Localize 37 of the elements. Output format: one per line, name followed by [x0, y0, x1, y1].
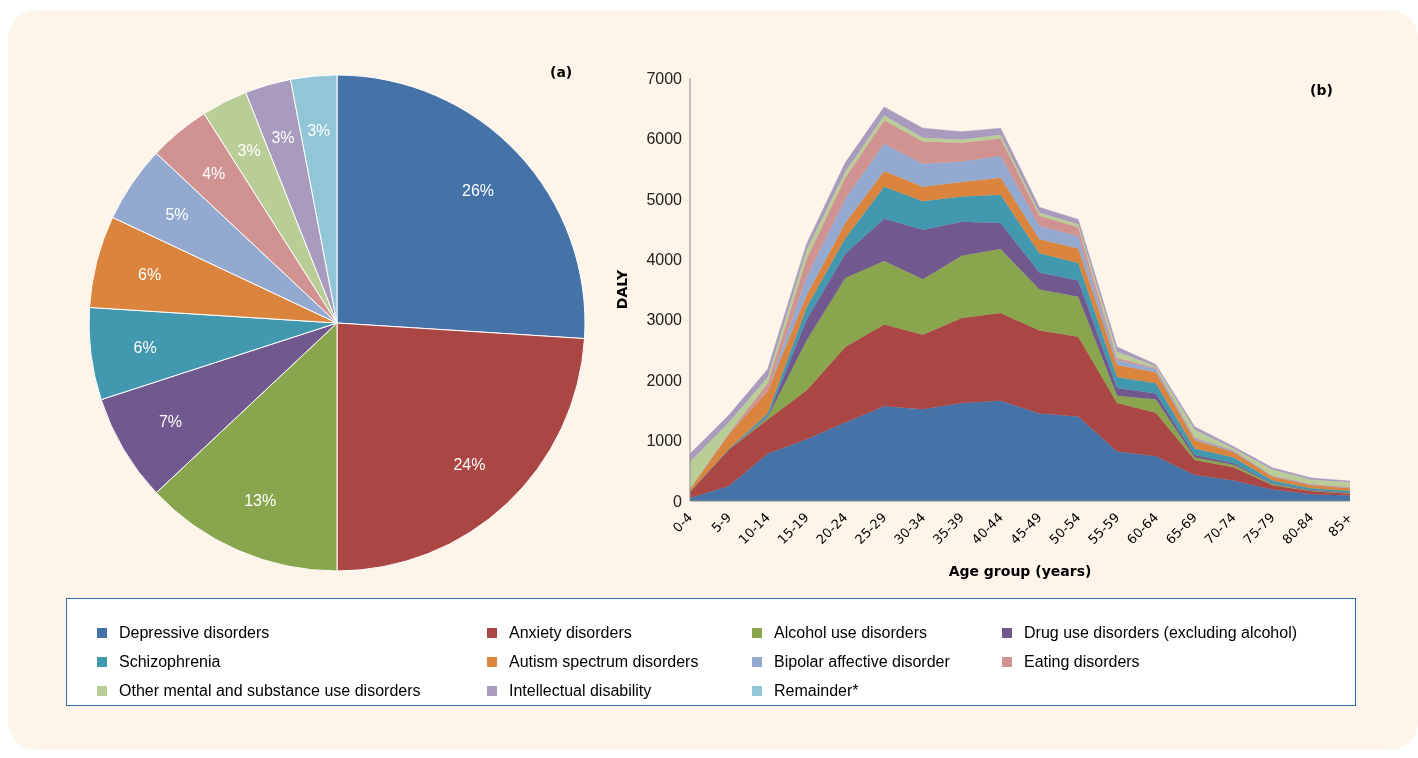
data-label: 24% [453, 455, 486, 473]
y-tick-label: 3000 [646, 311, 683, 329]
legend-label: Drug use disorders (excluding alcohol) [1024, 623, 1298, 642]
data-label: 4% [202, 165, 226, 183]
x-tick-label: 0-4 [669, 509, 696, 536]
x-tick-label: 85+ [1325, 509, 1356, 540]
y-tick-label: 1000 [646, 432, 683, 450]
y-tick-label: 0 [673, 492, 683, 510]
legend-label: Bipolar affective disorder [774, 652, 950, 671]
y-axis-title: DALY [613, 268, 630, 310]
legend-label: Schizophrenia [119, 652, 221, 671]
legend-label: Other mental and substance use disorders [119, 682, 421, 701]
chart-title: (b) [1310, 82, 1333, 98]
data-label: 13% [244, 492, 277, 510]
y-tick-label: 5000 [646, 190, 683, 208]
legend-label: Alcohol use disorders [774, 623, 927, 642]
data-label: 5% [165, 205, 189, 223]
data-label: 26% [462, 182, 495, 200]
y-tick-label: 6000 [646, 130, 683, 148]
data-label: 3% [307, 121, 331, 139]
data-label: 6% [138, 266, 162, 284]
data-label: 3% [237, 142, 261, 160]
data-label: 6% [133, 338, 157, 356]
legend-label: Intellectual disability [509, 682, 652, 701]
chart-title: (a) [550, 64, 573, 80]
y-tick-label: 4000 [646, 250, 683, 268]
y-tick-label: 7000 [646, 69, 683, 87]
legend-label: Remainder* [774, 682, 859, 701]
legend-label: Depressive disorders [119, 623, 270, 642]
x-tick-label: 5-9 [708, 509, 735, 536]
data-label: 7% [158, 412, 183, 430]
y-tick-label: 2000 [646, 371, 683, 389]
legend-label: Eating disorders [1024, 652, 1140, 671]
data-label: 3% [271, 128, 295, 146]
x-axis-title: Age group (years) [948, 563, 1092, 579]
legend-label: Anxiety disorders [509, 623, 632, 642]
legend-label: Autism spectrum disorders [509, 652, 699, 671]
